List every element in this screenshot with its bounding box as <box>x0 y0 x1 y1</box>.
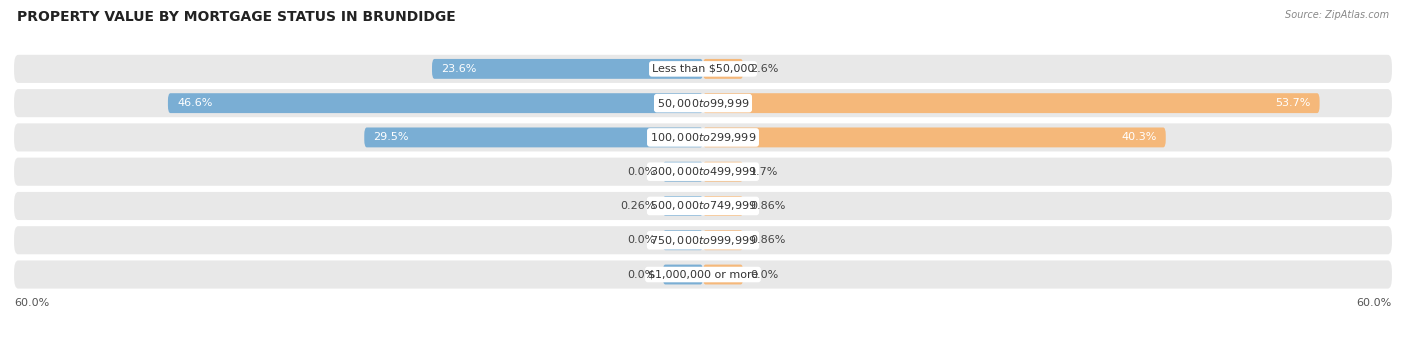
FancyBboxPatch shape <box>14 89 1392 117</box>
Text: 0.0%: 0.0% <box>749 270 779 279</box>
Text: 0.86%: 0.86% <box>749 235 786 245</box>
Text: 60.0%: 60.0% <box>1357 298 1392 308</box>
FancyBboxPatch shape <box>703 128 1166 147</box>
FancyBboxPatch shape <box>703 196 744 216</box>
Text: 29.5%: 29.5% <box>374 132 409 142</box>
Text: $300,000 to $499,999: $300,000 to $499,999 <box>650 165 756 178</box>
Text: 1.7%: 1.7% <box>749 167 779 177</box>
Text: 60.0%: 60.0% <box>14 298 49 308</box>
FancyBboxPatch shape <box>662 230 703 250</box>
FancyBboxPatch shape <box>703 230 744 250</box>
Text: $750,000 to $999,999: $750,000 to $999,999 <box>650 234 756 247</box>
Text: 53.7%: 53.7% <box>1275 98 1310 108</box>
Text: $500,000 to $749,999: $500,000 to $749,999 <box>650 200 756 212</box>
Text: 0.86%: 0.86% <box>749 201 786 211</box>
FancyBboxPatch shape <box>703 265 744 285</box>
FancyBboxPatch shape <box>14 158 1392 186</box>
FancyBboxPatch shape <box>703 59 744 79</box>
Text: 0.0%: 0.0% <box>627 270 657 279</box>
Text: 0.0%: 0.0% <box>627 235 657 245</box>
Text: 0.0%: 0.0% <box>627 167 657 177</box>
Text: Source: ZipAtlas.com: Source: ZipAtlas.com <box>1285 10 1389 20</box>
FancyBboxPatch shape <box>662 162 703 182</box>
Text: $50,000 to $99,999: $50,000 to $99,999 <box>657 97 749 110</box>
FancyBboxPatch shape <box>14 260 1392 289</box>
Text: 23.6%: 23.6% <box>441 64 477 74</box>
FancyBboxPatch shape <box>662 196 703 216</box>
FancyBboxPatch shape <box>14 123 1392 152</box>
FancyBboxPatch shape <box>14 192 1392 220</box>
Text: 40.3%: 40.3% <box>1121 132 1157 142</box>
Text: PROPERTY VALUE BY MORTGAGE STATUS IN BRUNDIDGE: PROPERTY VALUE BY MORTGAGE STATUS IN BRU… <box>17 10 456 24</box>
Text: 0.26%: 0.26% <box>620 201 657 211</box>
Text: $1,000,000 or more: $1,000,000 or more <box>648 270 758 279</box>
Text: Less than $50,000: Less than $50,000 <box>652 64 754 74</box>
Text: 46.6%: 46.6% <box>177 98 212 108</box>
FancyBboxPatch shape <box>432 59 703 79</box>
Text: $100,000 to $299,999: $100,000 to $299,999 <box>650 131 756 144</box>
FancyBboxPatch shape <box>703 162 744 182</box>
FancyBboxPatch shape <box>14 226 1392 254</box>
FancyBboxPatch shape <box>364 128 703 147</box>
FancyBboxPatch shape <box>14 55 1392 83</box>
FancyBboxPatch shape <box>662 265 703 285</box>
FancyBboxPatch shape <box>703 93 1320 113</box>
FancyBboxPatch shape <box>167 93 703 113</box>
Text: 2.6%: 2.6% <box>749 64 779 74</box>
